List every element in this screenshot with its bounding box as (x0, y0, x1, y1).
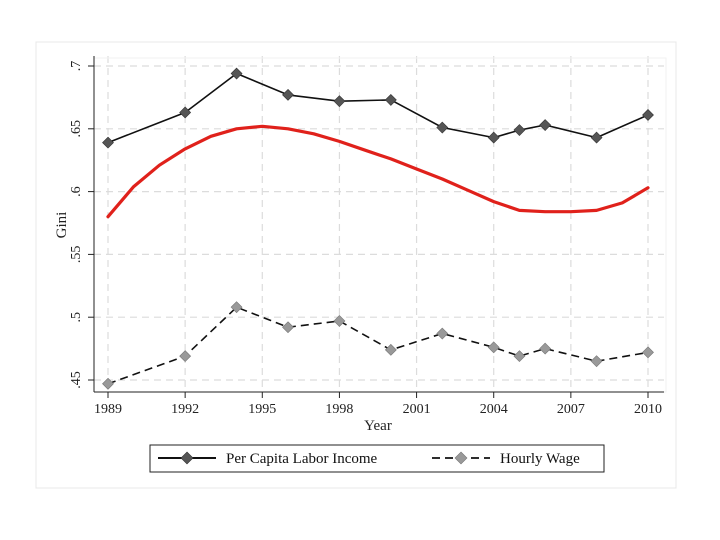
data-point-hourly-wage (487, 341, 500, 354)
x-tick-label: 1995 (248, 402, 276, 417)
y-tick-label: .55 (69, 246, 84, 264)
series-line-per-capita-labor-income (107, 72, 649, 144)
data-point-hourly-wage (436, 327, 449, 340)
series-line-trend (106, 124, 650, 219)
x-tick-label: 2007 (557, 402, 585, 417)
data-point-per-capita-labor-income (102, 136, 114, 149)
series (102, 67, 654, 390)
data-point-per-capita-labor-income (487, 131, 500, 144)
legend-marker-per-capita (180, 451, 194, 465)
data-point-hourly-wage (539, 342, 552, 355)
data-point-hourly-wage (513, 350, 526, 363)
data-point-hourly-wage (384, 343, 397, 356)
x-tick-label: 1992 (171, 402, 199, 417)
data-point-per-capita-labor-income (384, 93, 397, 106)
y-axis-title: Gini (54, 212, 70, 239)
legend-box (149, 444, 605, 473)
data-point-hourly-wage (102, 377, 114, 390)
y-tick-label: .7 (69, 61, 84, 72)
x-tick-label: 2004 (480, 402, 508, 417)
outer-frame (35, 41, 677, 489)
ticks: .45 .5 .55 .6 .65 .7 1989 1992 1995 1998 2001 2004 2… (69, 61, 662, 417)
legend-marker-hourly-wage (454, 451, 468, 465)
legend-label-per-capita: Per Capita Labor Income (226, 451, 378, 467)
x-axis-title: Year (364, 418, 392, 434)
data-point-per-capita-labor-income (513, 124, 526, 136)
y-tick-label: .5 (69, 312, 84, 323)
legend-label-hourly-wage: Hourly Wage (500, 451, 580, 467)
data-point-per-capita-labor-income (642, 109, 654, 121)
legend: Per Capita Labor Income Hourly Wage (149, 444, 605, 473)
series-line-hourly-wage (107, 306, 649, 385)
y-tick-label: .45 (69, 371, 84, 389)
data-point-per-capita-labor-income (590, 131, 603, 144)
data-point-per-capita-labor-income (539, 119, 552, 131)
data-point-per-capita-labor-income (179, 106, 192, 119)
data-point-hourly-wage (179, 350, 192, 363)
data-point-hourly-wage (590, 355, 603, 368)
data-point-per-capita-labor-income (333, 95, 346, 108)
x-tick-label: 2001 (403, 402, 431, 417)
data-point-hourly-wage (230, 301, 243, 314)
data-point-hourly-wage (642, 346, 654, 359)
grid (94, 56, 664, 392)
data-point-per-capita-labor-income (282, 88, 294, 101)
y-tick-label: .6 (69, 186, 84, 197)
y-tick-label: .65 (69, 120, 84, 138)
data-point-per-capita-labor-income (230, 67, 243, 80)
x-tick-label: 1998 (325, 402, 353, 417)
x-tick-label: 2010 (634, 402, 662, 417)
data-point-per-capita-labor-income (436, 121, 449, 134)
data-point-hourly-wage (282, 321, 294, 334)
data-point-hourly-wage (333, 315, 346, 327)
x-tick-label: 1989 (94, 402, 122, 417)
